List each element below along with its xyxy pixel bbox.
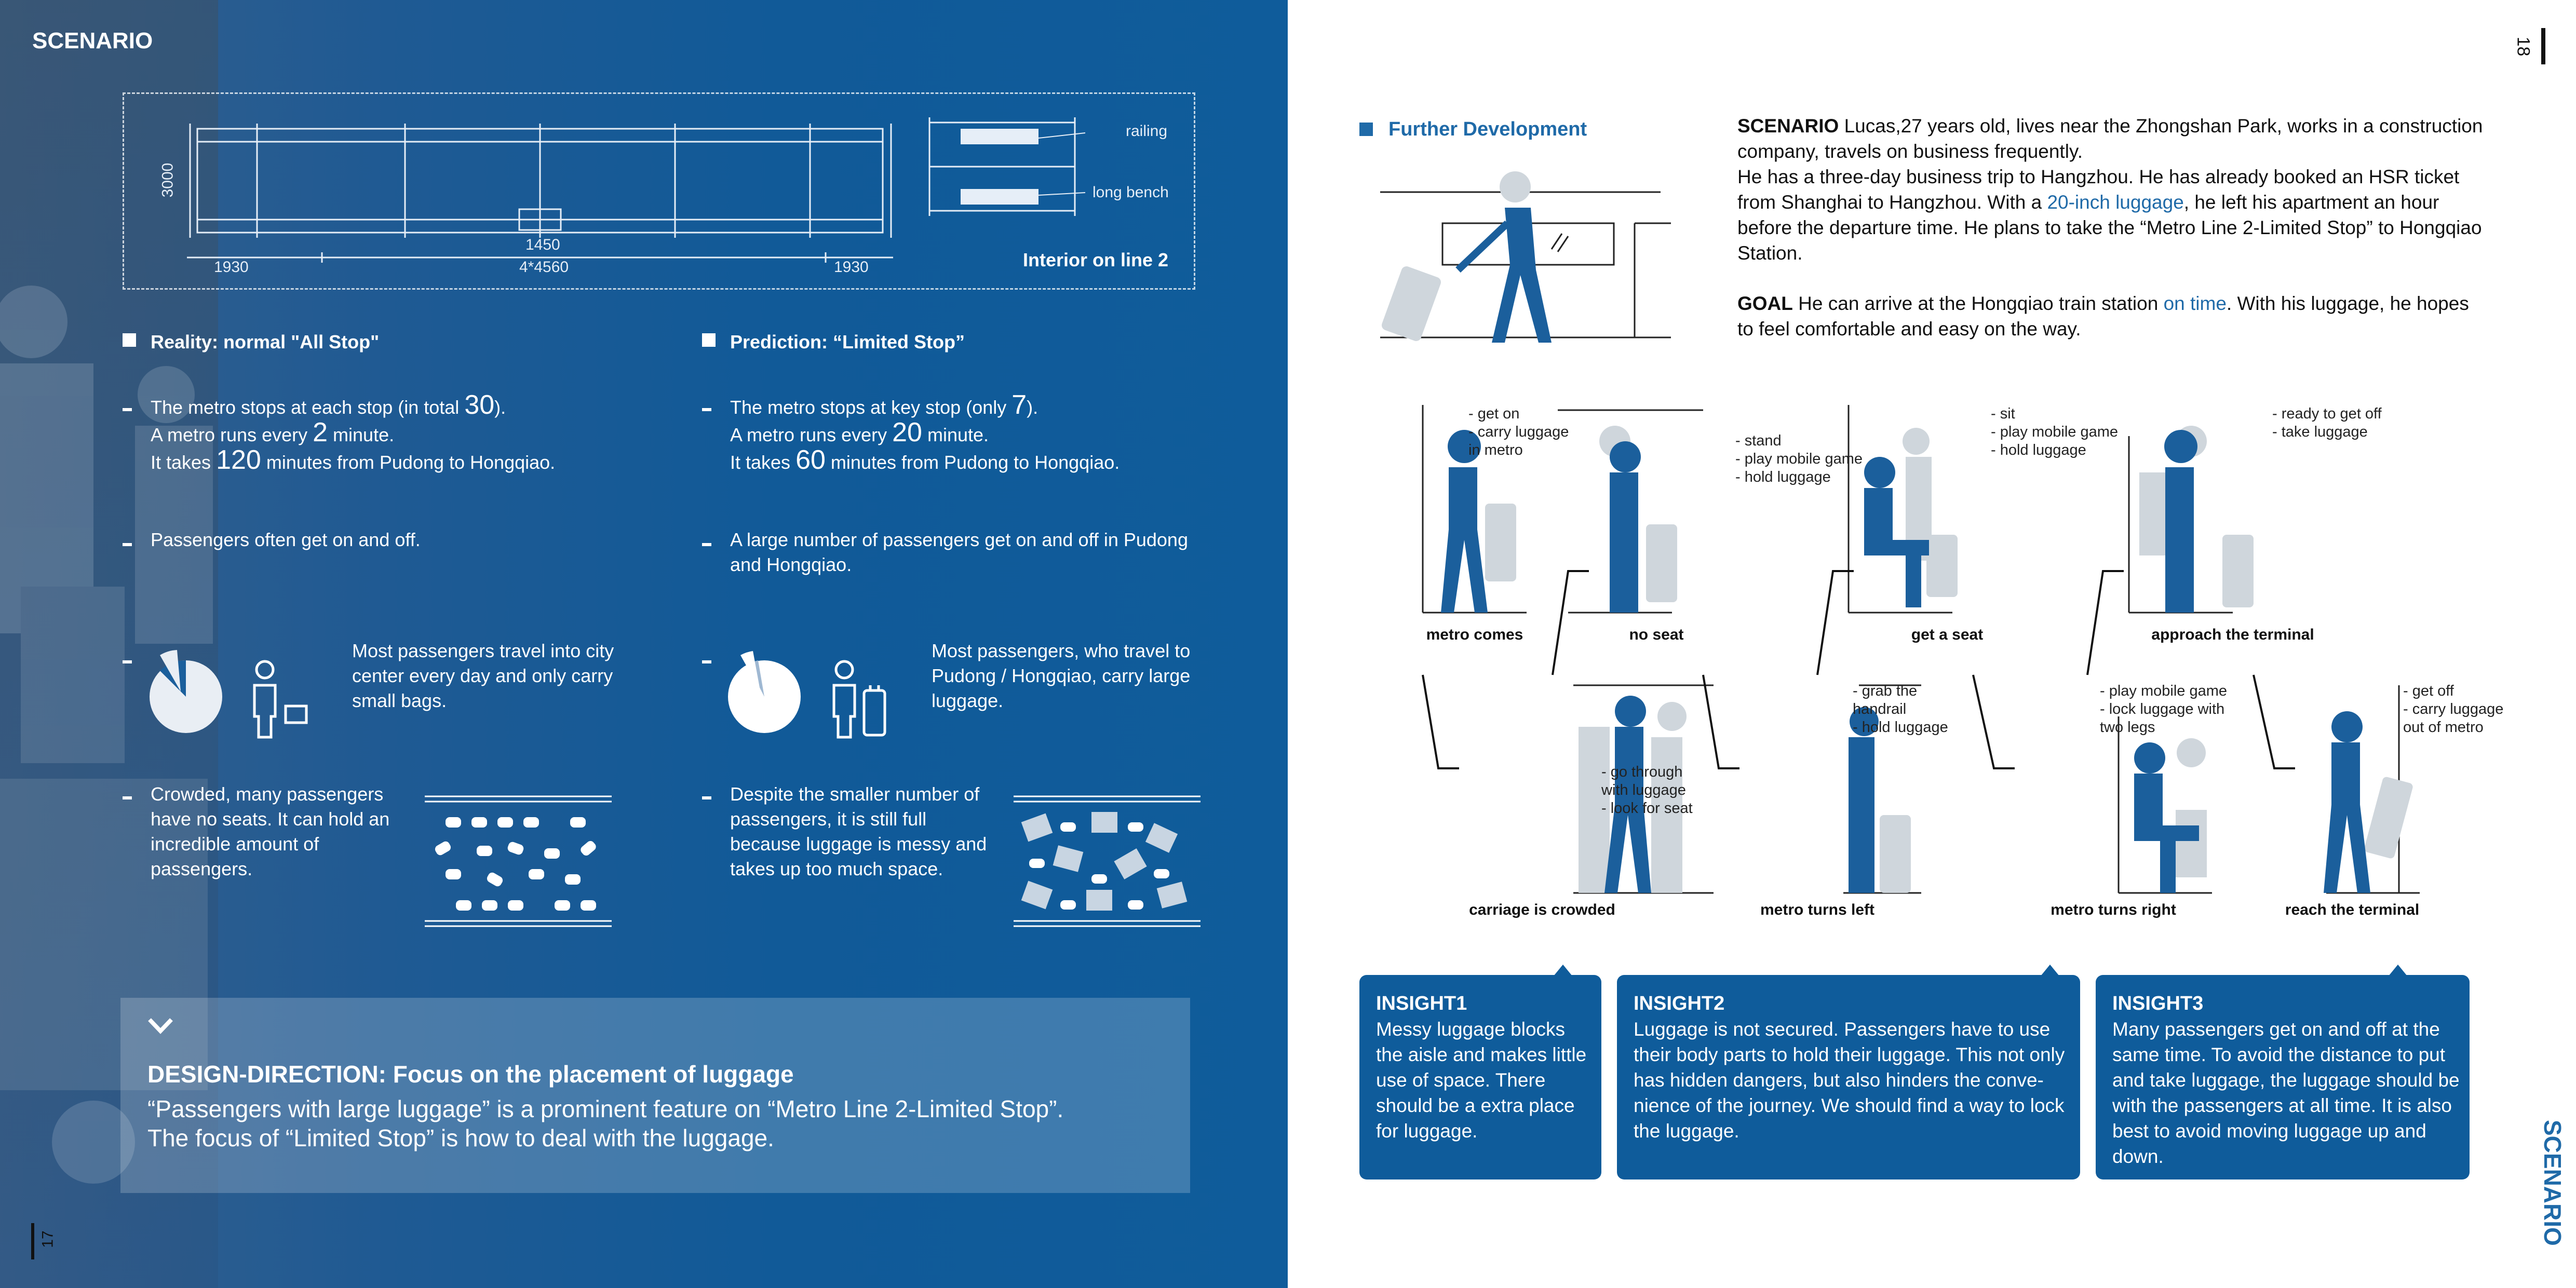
insight-pointer xyxy=(1554,965,1572,976)
reality-stats: The metro stops at each stop (in total 3… xyxy=(151,390,556,475)
prediction-stats: The metro stops at key stop (only 7). A … xyxy=(730,390,1120,475)
bench-section-drawing xyxy=(928,117,1086,216)
reality-p3: Most passengers travel into city center … xyxy=(352,640,614,711)
step-caption: metro turns left xyxy=(1760,901,1875,918)
reality-p4: Crowded, many passengers have no seats. … xyxy=(151,783,390,879)
step-notes: - grab the handrail - hold luggage xyxy=(1853,683,1948,736)
dim-door: 1450 xyxy=(525,236,560,253)
insight-body: Messy luggage blocks the aisle and makes… xyxy=(1376,1019,1587,1142)
plan-title: Interior on line 2 xyxy=(1023,249,1169,270)
step-caption: get a seat xyxy=(1911,626,1984,643)
step-notes: - sit - play mobile game - hold luggage xyxy=(1991,405,2118,458)
label-long-bench: long bench xyxy=(1093,184,1169,201)
bullet xyxy=(123,796,132,799)
step-caption: approach the terminal xyxy=(2151,626,2314,643)
storyboard-row1-figures xyxy=(1422,405,2254,675)
bullet xyxy=(702,408,711,411)
step-caption: reach the terminal xyxy=(2285,901,2420,918)
dim-left: 1930 xyxy=(214,259,249,276)
design-direction-title: DESIGN-DIRECTION: Focus on the placement… xyxy=(147,1061,794,1088)
bullet xyxy=(702,660,711,663)
storyboard-row2-figures xyxy=(1422,674,2420,894)
pie-chart-icon xyxy=(728,651,801,733)
step-notes: - get on - carry luggage in metro xyxy=(1468,405,1569,458)
prediction-p3: Most passengers, who travel to Pudong / … xyxy=(932,640,1191,711)
reality-p2: Passengers often get on and off. xyxy=(151,529,421,550)
insight-pointer xyxy=(2389,965,2407,976)
step-caption: metro comes xyxy=(1426,626,1523,643)
insight-body: Luggage is not secured. Passengers have … xyxy=(1634,1019,2065,1142)
step-notes: - go through with luggage - look for sea… xyxy=(1601,764,1693,817)
prediction-p2: A large number of passengers get on and … xyxy=(730,529,1188,575)
bullet xyxy=(702,543,711,546)
step-notes: - get off - carry luggage out of metro xyxy=(2403,683,2504,736)
step-notes: - stand - play mobile game - hold luggag… xyxy=(1735,432,1863,485)
step-caption: carriage is crowded xyxy=(1469,901,1615,918)
label-railing: railing xyxy=(1126,123,1168,140)
insight-title: INSIGHT3 xyxy=(2112,993,2204,1014)
side-label: SCENARIO xyxy=(2539,1120,2566,1246)
design-direction-text: “Passengers with large luggage” is a pro… xyxy=(147,1095,1064,1151)
photo-background-figures xyxy=(0,587,208,1090)
insight-card-1: INSIGHT1 Messy luggage blocks the aisle … xyxy=(1359,975,1601,1179)
design-direction-box: DESIGN-DIRECTION: Focus on the placement… xyxy=(120,998,1190,1193)
dim-right: 1930 xyxy=(834,259,869,276)
hero-walking-figure xyxy=(1380,171,1671,343)
page-number-right-bar xyxy=(2541,28,2545,64)
step-caption: metro turns right xyxy=(2051,901,2176,918)
prediction-square-icon xyxy=(702,333,716,347)
step-caption: no seat xyxy=(1629,626,1684,643)
bullet xyxy=(123,660,132,663)
prediction-heading: Prediction: “Limited Stop” xyxy=(730,331,965,352)
reality-heading: Reality: normal "All Stop" xyxy=(151,331,380,352)
bullet xyxy=(123,543,132,546)
pie-chart-icon xyxy=(150,650,222,733)
insight-card-2: INSIGHT2 Luggage is not secured. Passeng… xyxy=(1617,975,2080,1179)
page-number-right: 18 xyxy=(2513,36,2533,57)
dim-middle: 4*4560 xyxy=(519,259,569,276)
left-page: SCENARIO 3000 1930 1450 4*4560 1930 xyxy=(0,0,1288,1288)
bullet xyxy=(123,408,132,411)
goal-text: GOAL He can arrive at the Hongqiao train… xyxy=(1737,293,2469,340)
reality-square-icon xyxy=(123,333,136,347)
step-notes: - play mobile game - lock luggage with t… xyxy=(2100,683,2227,736)
insight-title: INSIGHT1 xyxy=(1376,993,1467,1014)
bullet xyxy=(702,796,711,799)
page-number-left-text: 17 xyxy=(39,1230,57,1248)
insight-pointer xyxy=(2041,965,2059,976)
crowd-diagram-prediction xyxy=(1014,795,1201,927)
insight-card-3: INSIGHT3 Many passengers get on and off … xyxy=(2096,975,2470,1179)
photo-background xyxy=(0,0,218,1288)
crowd-diagram-reality xyxy=(425,795,612,927)
further-dev-square-icon xyxy=(1359,123,1373,136)
chevron-down-icon xyxy=(148,1018,173,1034)
section-title: SCENARIO xyxy=(32,28,153,53)
step-notes: - ready to get off - take luggage xyxy=(2272,405,2382,440)
further-dev-heading: Further Development xyxy=(1388,118,1587,140)
interior-plan-drawing xyxy=(187,124,893,263)
dim-height: 3000 xyxy=(159,162,177,198)
right-page: 18 Further Development SCENARIO Lucas,27… xyxy=(1288,0,2576,1288)
insight-title: INSIGHT2 xyxy=(1634,993,1725,1014)
page-number-left xyxy=(31,1223,34,1259)
scenario-text: SCENARIO Lucas,27 years old, lives near … xyxy=(1737,115,2483,264)
prediction-p4: Despite the smaller number of passengers… xyxy=(730,783,987,879)
insight-body: Many passengers get on and off at the sa… xyxy=(2112,1019,2460,1167)
interior-plan-box xyxy=(123,92,1195,290)
person-with-suitcase-icon xyxy=(832,660,886,739)
person-with-bag-icon xyxy=(253,660,308,739)
